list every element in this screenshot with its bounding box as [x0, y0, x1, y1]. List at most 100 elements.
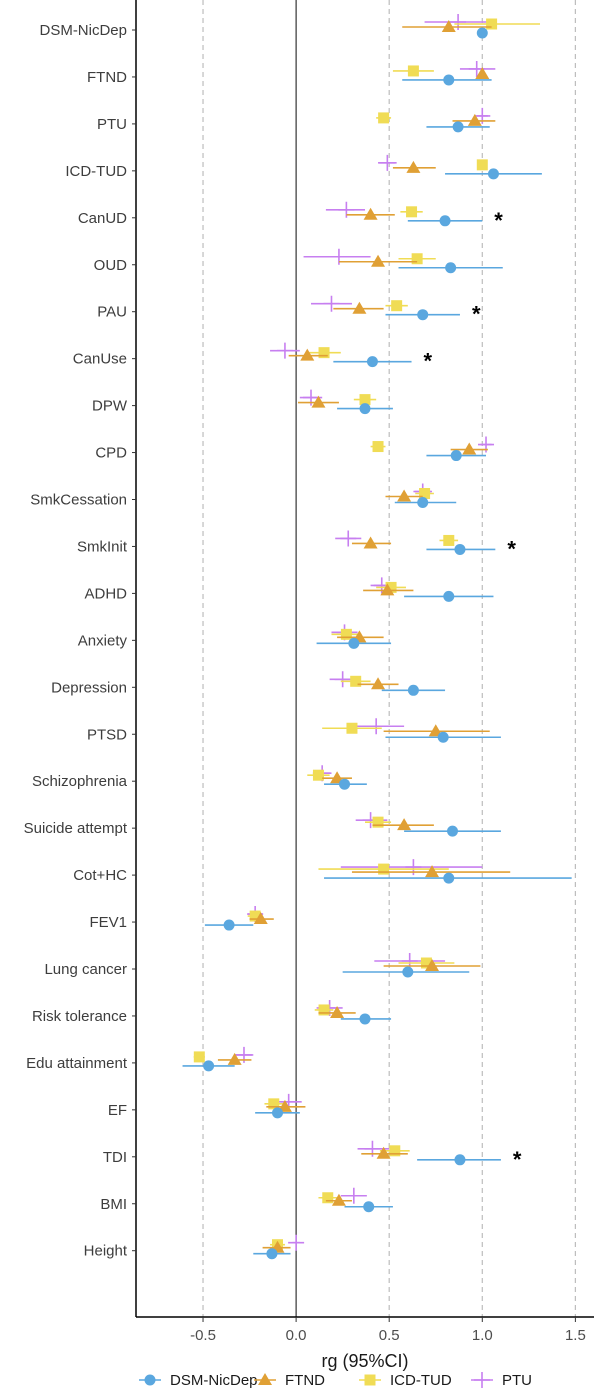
- point-icd-tud-ftnd: [407, 65, 419, 77]
- point-ftnd-tdi: [376, 1146, 391, 1159]
- point-icd-tud-smkcessation: [419, 488, 431, 499]
- significance-star-tdi: *: [513, 1147, 522, 1172]
- series-dsm-nicdep: [182, 27, 572, 1260]
- y-tick-label-ef: EF: [108, 1102, 127, 1119]
- y-tick-label-fev1: FEV1: [89, 914, 127, 931]
- point-ftnd-risk-tolerance: [330, 1005, 345, 1018]
- point-ptu-height: [288, 1234, 305, 1251]
- point-ftnd-bmi: [331, 1193, 346, 1206]
- x-tick-label-0-5: 0.5: [379, 1327, 400, 1344]
- legend-item-icd-tud: ICD-TUD: [359, 1372, 452, 1389]
- y-tick-label-tdi: TDI: [103, 1149, 127, 1166]
- point-dsm-nicdep-risk-tolerance: [359, 1013, 371, 1025]
- point-ptu-canud: [338, 201, 355, 218]
- point-ptu-ptsd: [368, 718, 385, 735]
- point-icd-tud-depression: [350, 675, 362, 687]
- significance-star-canud: *: [494, 208, 503, 233]
- point-ptu-depression: [334, 671, 351, 688]
- legend-item-ftnd: FTND: [254, 1372, 325, 1389]
- y-tick-label-smkinit: SmkInit: [77, 538, 128, 555]
- point-dsm-nicdep-height: [266, 1248, 278, 1260]
- y-tick-label-canuse: CanUse: [73, 351, 127, 368]
- legend-item-dsm-nicdep: DSM-NicDep: [139, 1372, 258, 1389]
- y-tick-label-anxiety: Anxiety: [78, 632, 128, 649]
- point-ftnd-ef: [277, 1099, 292, 1112]
- y-tick-label-cot-hc: Cot+HC: [73, 867, 127, 884]
- point-icd-tud-cot-hc: [378, 863, 390, 875]
- y-tick-label-bmi: BMI: [100, 1196, 127, 1213]
- y-tick-label-cpd: CPD: [95, 445, 127, 462]
- point-dsm-nicdep-ptsd: [437, 731, 449, 743]
- point-dsm-nicdep-fev1: [223, 919, 235, 931]
- point-dsm-nicdep-suicide-attempt: [447, 825, 459, 837]
- point-icd-tud-anxiety: [340, 628, 352, 640]
- legend-label-icd-tud: ICD-TUD: [390, 1372, 452, 1389]
- legend-key-ftnd: [258, 1373, 272, 1385]
- point-icd-tud-cpd: [372, 441, 384, 453]
- point-icd-tud-canud: [406, 206, 418, 218]
- y-tick-label-dpw: DPW: [92, 398, 128, 415]
- point-ftnd-cot-hc: [425, 865, 440, 878]
- point-dsm-nicdep-pau: [417, 309, 429, 321]
- point-ftnd-dpw: [311, 395, 326, 408]
- point-ftnd-pau: [352, 301, 367, 314]
- point-ftnd-fev1: [253, 912, 268, 925]
- point-dsm-nicdep-icd-tud: [487, 168, 499, 180]
- significance-star-canuse: *: [424, 349, 433, 374]
- point-dsm-nicdep-schizophrenia: [339, 778, 351, 790]
- point-icd-tud-pau: [391, 300, 403, 312]
- legend-label-dsm-nicdep: DSM-NicDep: [170, 1372, 258, 1389]
- point-icd-tud-dsm-nicdep: [486, 18, 498, 30]
- point-dsm-nicdep-edu-attainment: [203, 1060, 215, 1072]
- series-ftnd: [217, 20, 511, 1253]
- point-dsm-nicdep-ftnd: [443, 74, 455, 86]
- point-ftnd-ptu: [467, 113, 482, 126]
- legend-key-dsm-nicdep: [144, 1374, 156, 1386]
- point-ftnd-dsm-nicdep: [441, 20, 456, 32]
- x-tick-label-1-0: 1.0: [472, 1327, 493, 1344]
- point-dsm-nicdep-canud: [439, 215, 451, 227]
- point-ftnd-suicide-attempt: [397, 818, 412, 831]
- legend-item-ptu: PTU: [471, 1372, 532, 1389]
- point-dsm-nicdep-dsm-nicdep: [476, 27, 488, 39]
- legend-key-ptu: [474, 1372, 490, 1388]
- y-tick-label-pau: PAU: [97, 304, 127, 321]
- point-icd-tud-dpw: [359, 394, 371, 406]
- x-axis-title: rg (95%CI): [321, 1351, 408, 1371]
- point-dsm-nicdep-smkinit: [454, 543, 466, 555]
- point-dsm-nicdep-cot-hc: [443, 872, 455, 884]
- y-tick-label-depression: Depression: [51, 679, 127, 696]
- point-icd-tud-adhd: [385, 581, 397, 593]
- point-dsm-nicdep-lung-cancer: [402, 966, 414, 978]
- point-ptu-pau: [323, 295, 340, 312]
- point-ftnd-ftnd: [475, 66, 490, 79]
- x-tick-label-0-0: 0.0: [286, 1327, 307, 1344]
- point-icd-tud-ef: [268, 1098, 280, 1110]
- point-ftnd-lung-cancer: [425, 959, 440, 971]
- x-tick-label-1-5: 1.5: [565, 1327, 586, 1344]
- point-icd-tud-risk-tolerance: [318, 1004, 330, 1016]
- point-dsm-nicdep-bmi: [363, 1201, 375, 1213]
- legend: DSM-NicDep FTND ICD-TUD PTU: [139, 1372, 532, 1389]
- y-tick-label-ftnd: FTND: [87, 69, 127, 86]
- point-ftnd-oud: [371, 254, 386, 267]
- y-tick-label-ptsd: PTSD: [87, 726, 127, 743]
- point-icd-tud-ptu: [378, 112, 390, 124]
- x-tick-label-0-5: -0.5: [190, 1327, 216, 1344]
- y-tick-label-smkcessation: SmkCessation: [30, 492, 127, 509]
- point-ftnd-smkinit: [363, 536, 378, 549]
- point-icd-tud-edu-attainment: [193, 1051, 205, 1063]
- point-dsm-nicdep-smkcessation: [417, 497, 429, 508]
- point-icd-tud-canuse: [318, 347, 330, 359]
- point-ptu-canuse: [276, 342, 293, 359]
- legend-key-icd-tud: [364, 1374, 376, 1386]
- significance-star-smkinit: *: [507, 536, 516, 561]
- point-dsm-nicdep-anxiety: [348, 637, 360, 649]
- point-icd-tud-lung-cancer: [420, 957, 432, 969]
- data-marks: * * * * *: [182, 14, 572, 1260]
- point-dsm-nicdep-ef: [271, 1107, 283, 1119]
- point-icd-tud-suicide-attempt: [372, 816, 384, 828]
- grid-lines: [202, 0, 576, 1317]
- y-tick-label-dsm-nicdep: DSM-NicDep: [39, 22, 127, 39]
